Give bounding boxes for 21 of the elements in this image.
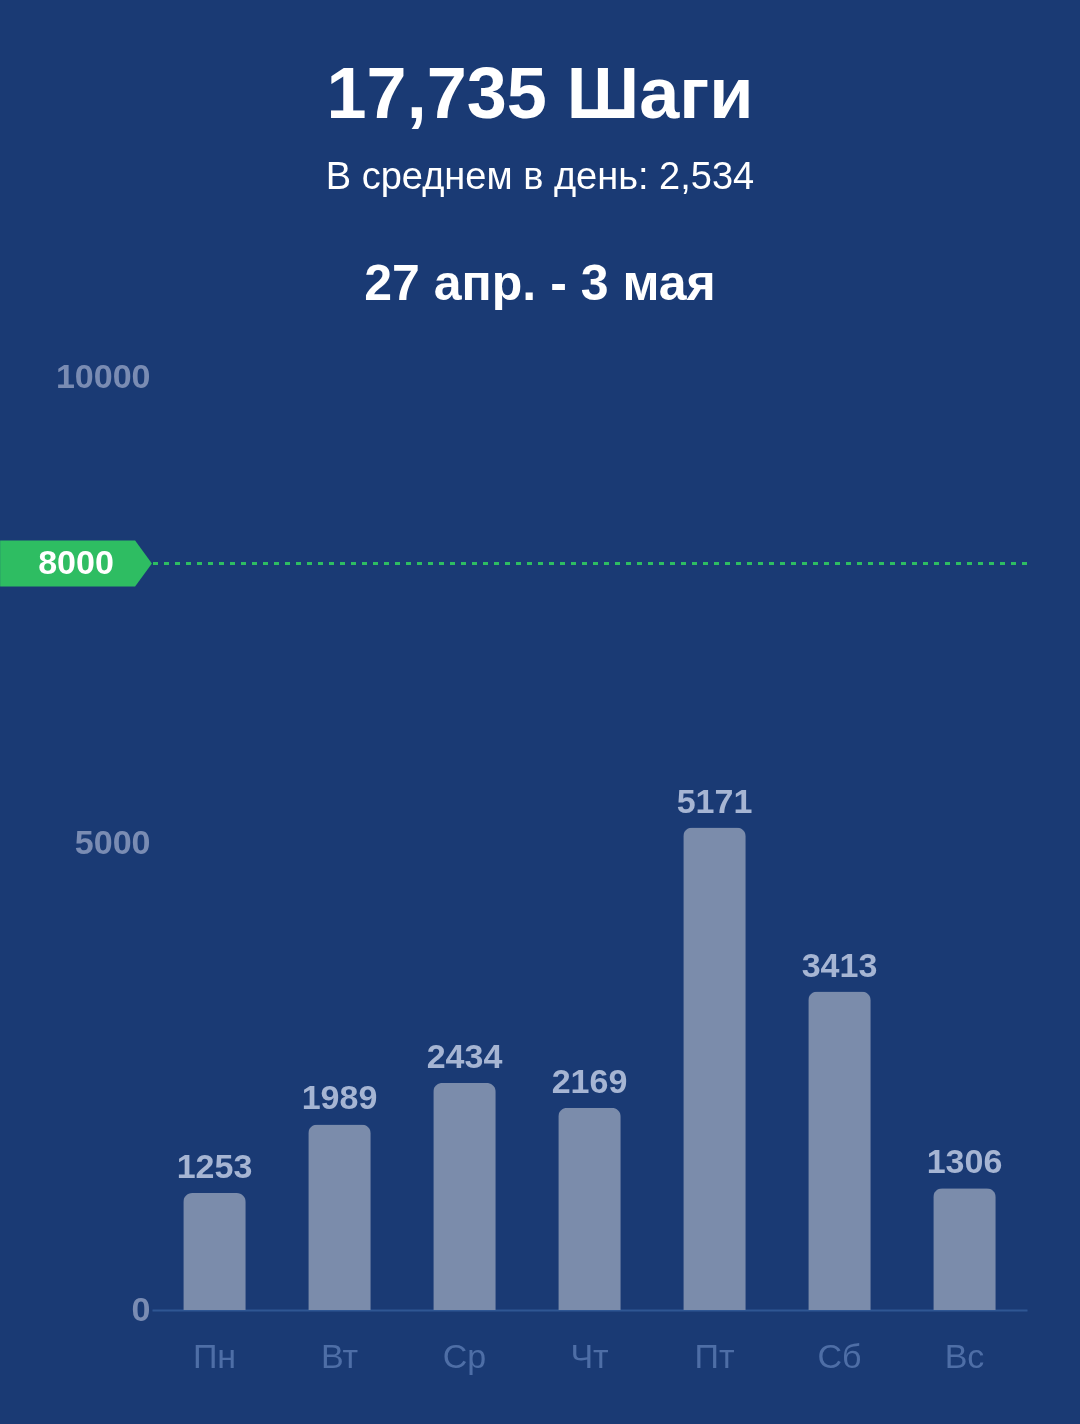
bar [183, 1193, 246, 1310]
ref-line-label: 8000 [38, 542, 114, 581]
bar [933, 1188, 996, 1310]
data-label: 2169 [551, 1061, 628, 1100]
y-tick-label: 10000 [55, 356, 151, 395]
data-label: 1989 [301, 1078, 378, 1117]
data-label: 5171 [676, 781, 753, 820]
bar [808, 991, 871, 1310]
bar [308, 1124, 371, 1310]
data-label: 1306 [926, 1142, 1003, 1181]
data-label: 3413 [801, 945, 878, 984]
text: 27 апр. - 3 мая [364, 255, 716, 311]
data-label: 2434 [426, 1036, 503, 1075]
y-tick-label: 0 [131, 1289, 151, 1328]
bar [558, 1107, 621, 1310]
y-tick-label: 5000 [74, 823, 151, 861]
chart-title: 17,735 Шаги [326, 53, 754, 133]
bar [433, 1082, 496, 1310]
bar [683, 827, 746, 1310]
chart-subtitle: В среднем в день: 2,534 [325, 155, 755, 197]
data-label: 1253 [176, 1147, 253, 1186]
